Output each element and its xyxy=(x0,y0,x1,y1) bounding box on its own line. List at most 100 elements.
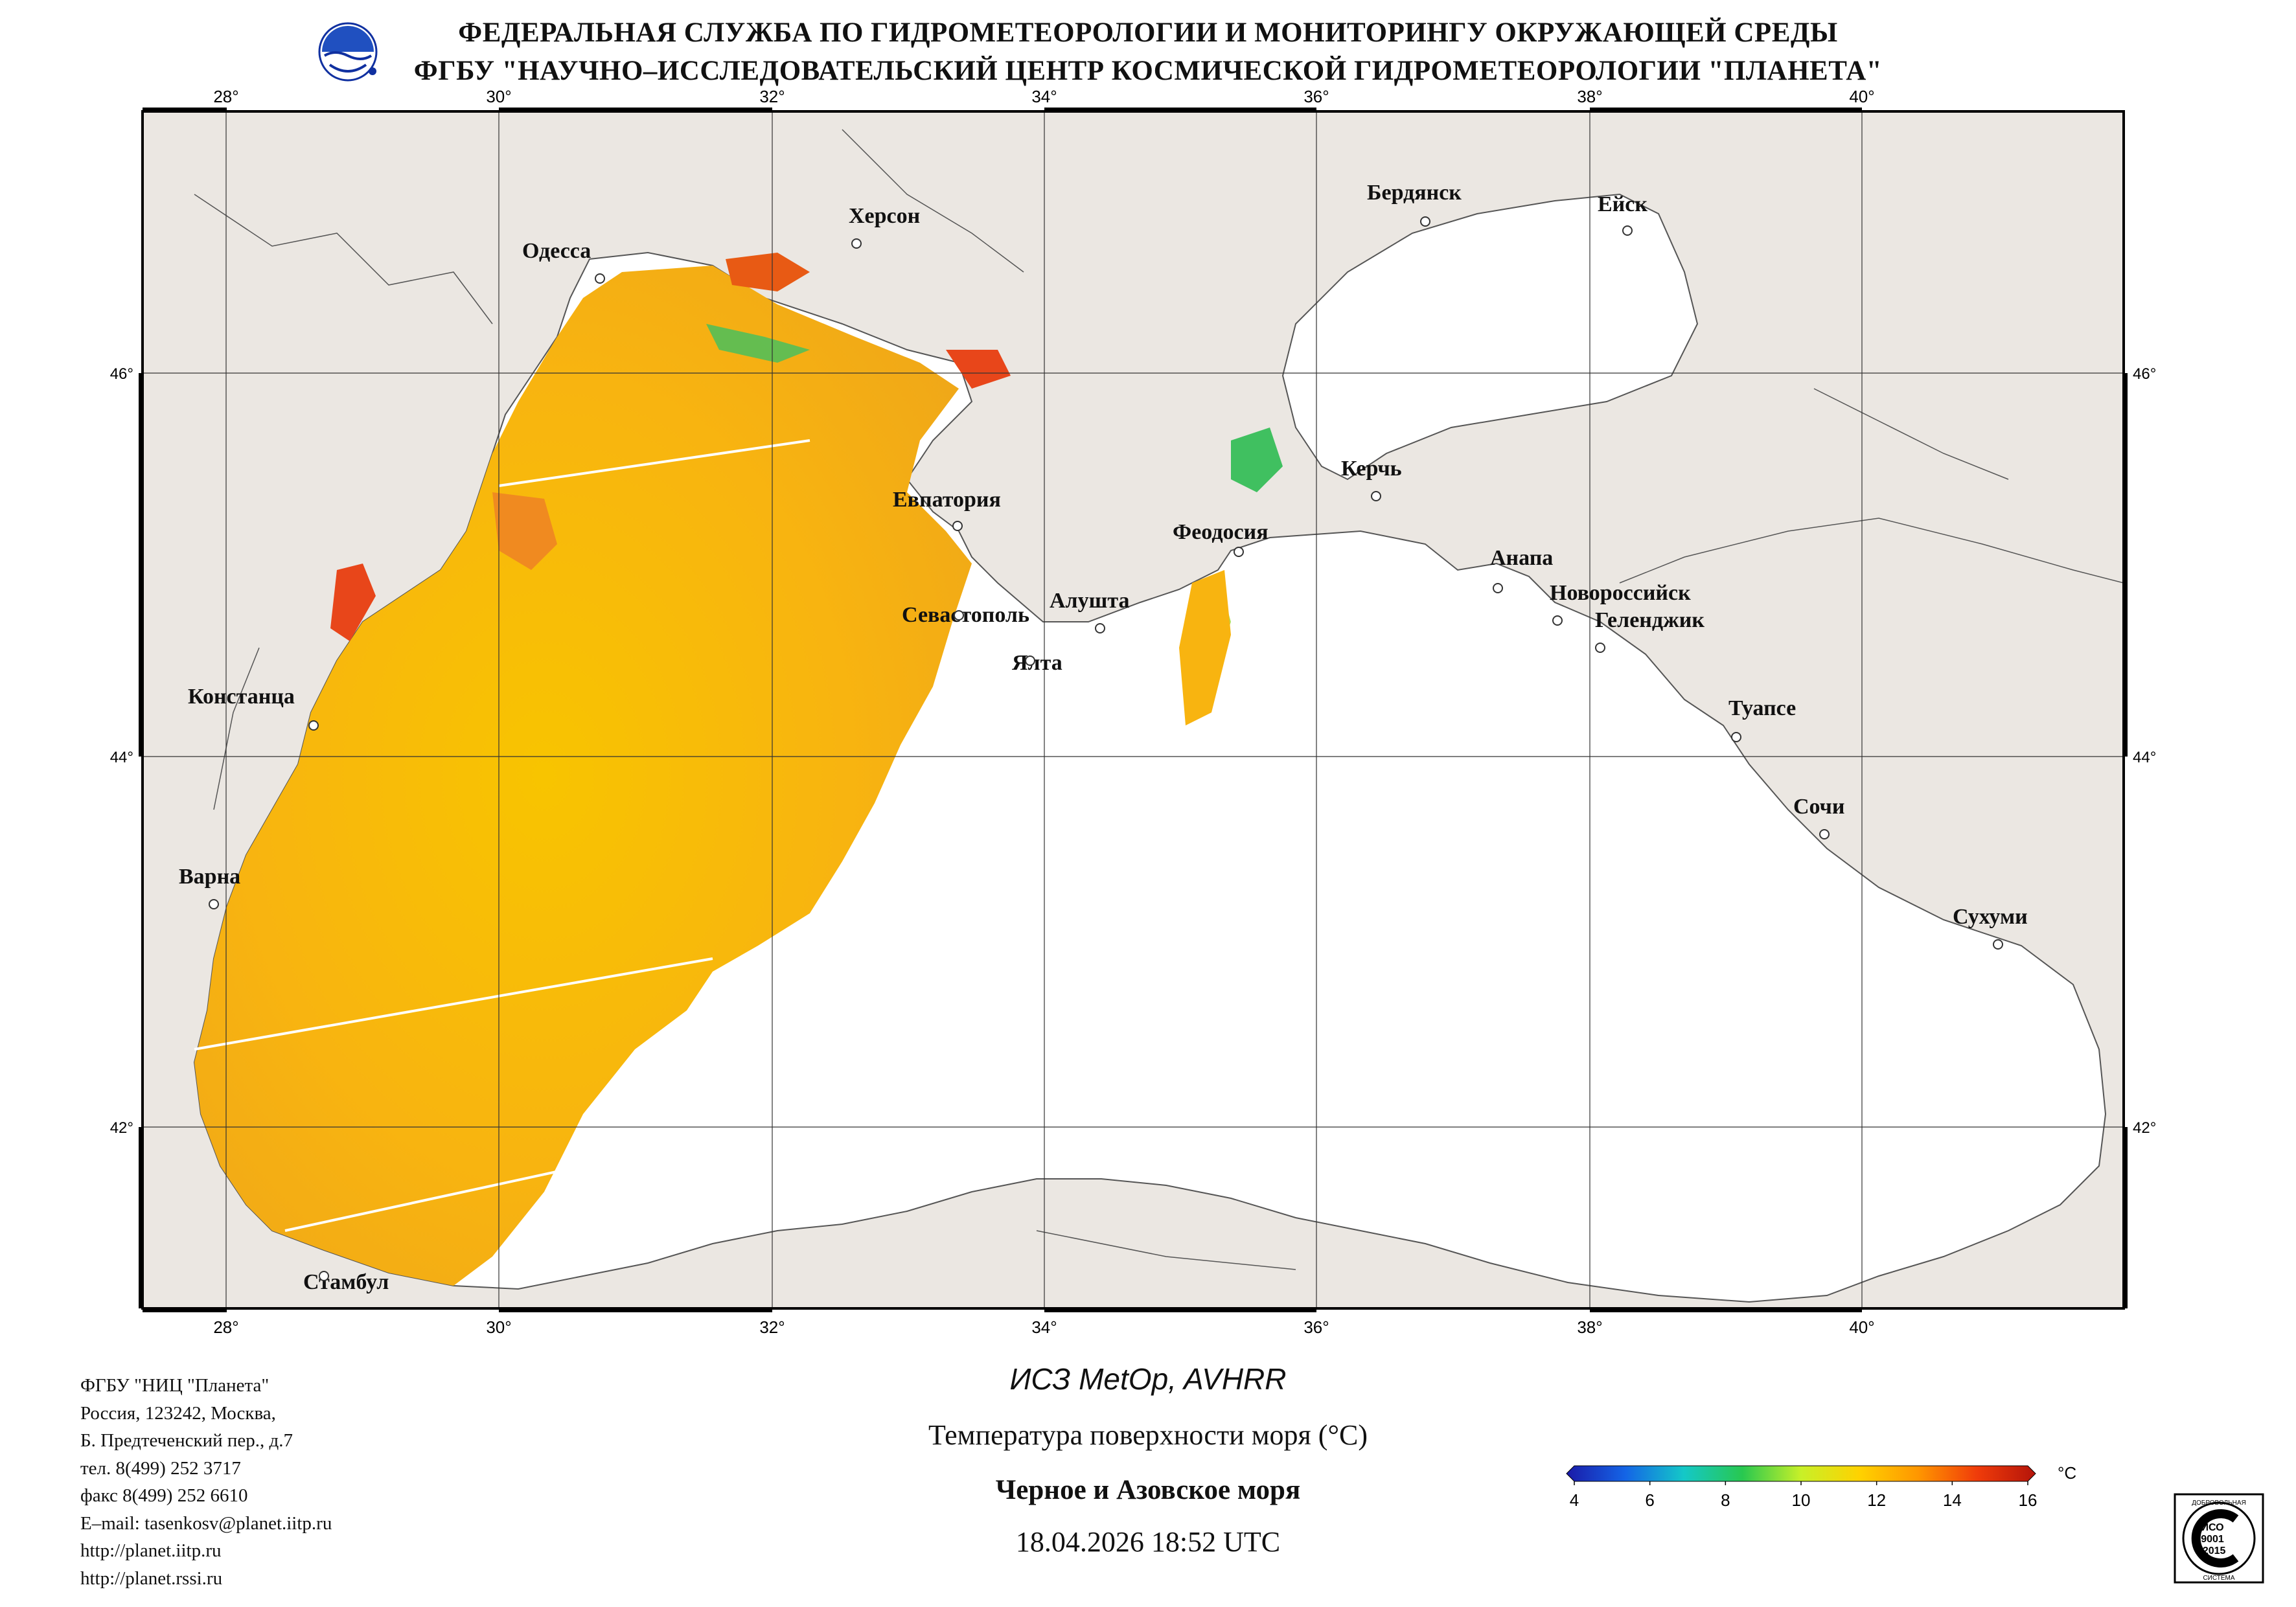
city-label: Херсон xyxy=(849,204,920,228)
lat-label: 46° xyxy=(2133,365,2156,383)
swath-gap xyxy=(498,439,810,487)
city-label: Туапсе xyxy=(1728,696,1796,720)
iso-certificate-badge: ДОБРОВОЛЬНАЯ ИСО 9001 -2015 СИСТЕМА xyxy=(2174,1493,2264,1584)
sst-patch-azov xyxy=(1231,427,1283,492)
city-marker xyxy=(1095,623,1105,633)
city-label: Севастополь xyxy=(902,603,1029,627)
sst-warm-patch xyxy=(492,492,557,570)
info-email: E–mail: tasenkosv@planet.iitp.ru xyxy=(80,1512,332,1534)
lon-label: 30° xyxy=(486,1317,511,1337)
info-line: ФГБУ "НИЦ "Планета" xyxy=(80,1375,270,1396)
city-marker xyxy=(952,521,963,531)
lon-label: 32° xyxy=(759,87,785,106)
planeta-logo xyxy=(318,22,378,82)
lon-label: 38° xyxy=(1577,87,1602,106)
city-marker xyxy=(851,238,862,249)
city-marker xyxy=(1371,491,1381,501)
city-label: Анапа xyxy=(1490,546,1553,570)
lat-label: 44° xyxy=(2133,749,2156,766)
lon-label: 36° xyxy=(1303,87,1329,106)
info-url: http://planet.iitp.ru xyxy=(80,1540,222,1561)
datetime-label: 18.04.2026 18:52 UTC xyxy=(1015,1526,1281,1558)
lon-label: 40° xyxy=(1849,87,1874,106)
colorbar-tick-label: 6 xyxy=(1645,1490,1654,1510)
city-marker xyxy=(1552,615,1563,626)
header-agency: ФЕДЕРАЛЬНАЯ СЛУЖБА ПО ГИДРОМЕТЕОРОЛОГИИ … xyxy=(458,17,1838,48)
city-marker xyxy=(1622,225,1633,236)
lon-label: 34° xyxy=(1031,87,1057,106)
frame-ticks xyxy=(139,108,2128,1312)
city-label: Стамбул xyxy=(303,1270,389,1294)
graticule xyxy=(143,111,2124,1308)
land-boundaries xyxy=(194,129,2124,1270)
info-line: Б. Предтеченский пер., д.7 xyxy=(80,1430,293,1451)
city-label: Ялта xyxy=(1012,651,1062,675)
contact-info: ФГБУ "НИЦ "Планета" Россия, 123242, Моск… xyxy=(80,1372,332,1592)
lon-label: 38° xyxy=(1577,1317,1602,1337)
city-marker xyxy=(1025,655,1035,666)
lon-label: 28° xyxy=(213,1317,238,1337)
info-line: Россия, 123242, Москва, xyxy=(80,1402,276,1424)
colorbar-tick-label: 12 xyxy=(1867,1490,1886,1510)
colorbar-tick-label: 14 xyxy=(1943,1490,1962,1510)
city-label: Констанца xyxy=(188,685,295,709)
city-label: Евпатория xyxy=(893,488,1001,512)
city-label: Сухуми xyxy=(1953,905,2028,929)
info-line: тел. 8(499) 252 3717 xyxy=(80,1457,241,1479)
colorbar-tick-label: 10 xyxy=(1792,1490,1811,1510)
lat-label: 44° xyxy=(110,749,133,766)
city-marker xyxy=(209,899,219,909)
city-marker xyxy=(1493,583,1503,593)
lat-label: 42° xyxy=(2133,1119,2156,1137)
iso-line: -2015 xyxy=(2199,1545,2226,1556)
lon-label: 34° xyxy=(1031,1317,1057,1337)
sst-warm-patch xyxy=(946,350,1011,389)
sst-warm-patch xyxy=(726,253,810,291)
temperature-colorbar: 4 6 8 10 12 14 16 °C xyxy=(1566,1463,2076,1510)
city-label: Одесса xyxy=(522,239,591,263)
lat-label: 46° xyxy=(110,365,133,383)
city-label: Феодосия xyxy=(1173,520,1269,544)
city-label: Варна xyxy=(179,865,240,889)
lat-label: 42° xyxy=(110,1119,133,1137)
city-marker xyxy=(1595,643,1605,653)
city-label: Геленджик xyxy=(1595,608,1705,632)
header-center: ФГБУ "НАУЧНО–ИССЛЕДОВАТЕЛЬСКИЙ ЦЕНТР КОС… xyxy=(413,56,1883,86)
lon-label: 32° xyxy=(759,1317,785,1337)
city-label: Новороссийск xyxy=(1550,581,1691,605)
city-marker xyxy=(595,273,605,284)
info-url: http://planet.rssi.ru xyxy=(80,1567,223,1589)
city-label: Бердянск xyxy=(1367,181,1462,205)
city-marker xyxy=(1420,216,1430,227)
iso-line: ИСО xyxy=(2201,1522,2223,1533)
city-label: Ейск xyxy=(1598,192,1647,216)
sst-patch-crimea xyxy=(1179,570,1231,725)
lon-label: 36° xyxy=(1303,1317,1329,1337)
swath-gap xyxy=(284,1165,584,1232)
satellite-label: ИСЗ MetOp, AVHRR xyxy=(1009,1362,1287,1396)
city-label: Алушта xyxy=(1050,589,1129,613)
city-marker xyxy=(1234,547,1244,557)
region-label: Черное и Азовское моря xyxy=(995,1475,1301,1505)
city-marker xyxy=(319,1271,329,1281)
iso-bottom-text: СИСТЕМА xyxy=(2203,1575,2234,1582)
parameter-label: Температура поверхности моря (°C) xyxy=(928,1419,1368,1451)
colorbar-tick-label: 8 xyxy=(1721,1490,1730,1510)
iso-line: 9001 xyxy=(2201,1534,2224,1545)
colorbar-tick-label: 4 xyxy=(1570,1490,1579,1510)
colorbar-unit: °C xyxy=(2058,1463,2076,1483)
sea-of-azov xyxy=(1281,193,1699,481)
city-marker xyxy=(1993,939,2003,950)
lon-label: 40° xyxy=(1849,1317,1874,1337)
city-label: Сочи xyxy=(1793,795,1844,819)
sst-field xyxy=(194,266,972,1286)
iso-top-text: ДОБРОВОЛЬНАЯ xyxy=(2192,1499,2246,1507)
colorbar-tick-label: 16 xyxy=(2019,1490,2038,1510)
city-marker xyxy=(1731,732,1741,742)
city-label: Керчь xyxy=(1341,457,1402,481)
info-line: факс 8(499) 252 6610 xyxy=(80,1485,248,1506)
city-marker xyxy=(954,610,964,621)
city-marker xyxy=(308,720,319,731)
swath-gap xyxy=(194,957,713,1051)
